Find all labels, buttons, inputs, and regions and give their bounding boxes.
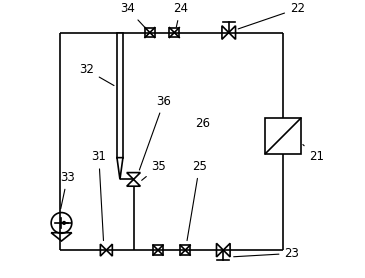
Text: 22: 22 <box>238 2 305 29</box>
Text: 26: 26 <box>195 117 210 130</box>
Text: 23: 23 <box>234 247 299 260</box>
Bar <box>145 28 155 38</box>
Text: 32: 32 <box>79 63 114 86</box>
Bar <box>153 245 163 255</box>
Bar <box>169 28 179 38</box>
Bar <box>117 33 123 158</box>
Text: 21: 21 <box>303 145 324 163</box>
Text: 25: 25 <box>187 160 207 240</box>
Text: 34: 34 <box>120 2 145 28</box>
Text: 33: 33 <box>60 171 75 209</box>
Text: 35: 35 <box>142 160 166 180</box>
Text: 31: 31 <box>91 150 106 240</box>
Bar <box>265 118 301 153</box>
Text: 24: 24 <box>173 2 188 27</box>
Text: 36: 36 <box>139 95 172 170</box>
Polygon shape <box>117 158 123 179</box>
Bar <box>180 245 190 255</box>
